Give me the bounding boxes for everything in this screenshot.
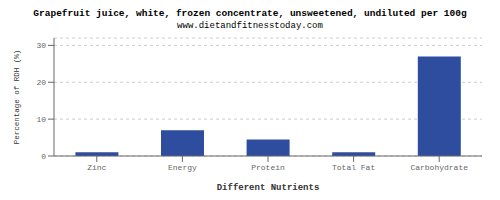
svg-text:20: 20 (36, 78, 46, 87)
svg-text:Zinc: Zinc (87, 163, 106, 172)
html-text:Grapefruit juice, white, froze: Grapefruit juice, white, frozen concentr… (33, 8, 467, 19)
svg-text:Carbohydrate: Carbohydrate (410, 163, 468, 172)
svg-text:30: 30 (36, 41, 46, 50)
svg-text:Percentage of RDH (%): Percentage of RDH (%) (13, 50, 21, 145)
svg-text:Total Fat: Total Fat (332, 163, 375, 172)
svg-text:10: 10 (36, 115, 46, 124)
html-text:www.dietandfitnesstoday.com: www.dietandfitnesstoday.com (177, 21, 323, 31)
svg-text:Protein: Protein (251, 163, 285, 172)
svg-text:Different Nutrients: Different Nutrients (217, 183, 320, 190)
svg-text:Energy: Energy (168, 163, 197, 172)
svg-text:0: 0 (41, 152, 46, 161)
